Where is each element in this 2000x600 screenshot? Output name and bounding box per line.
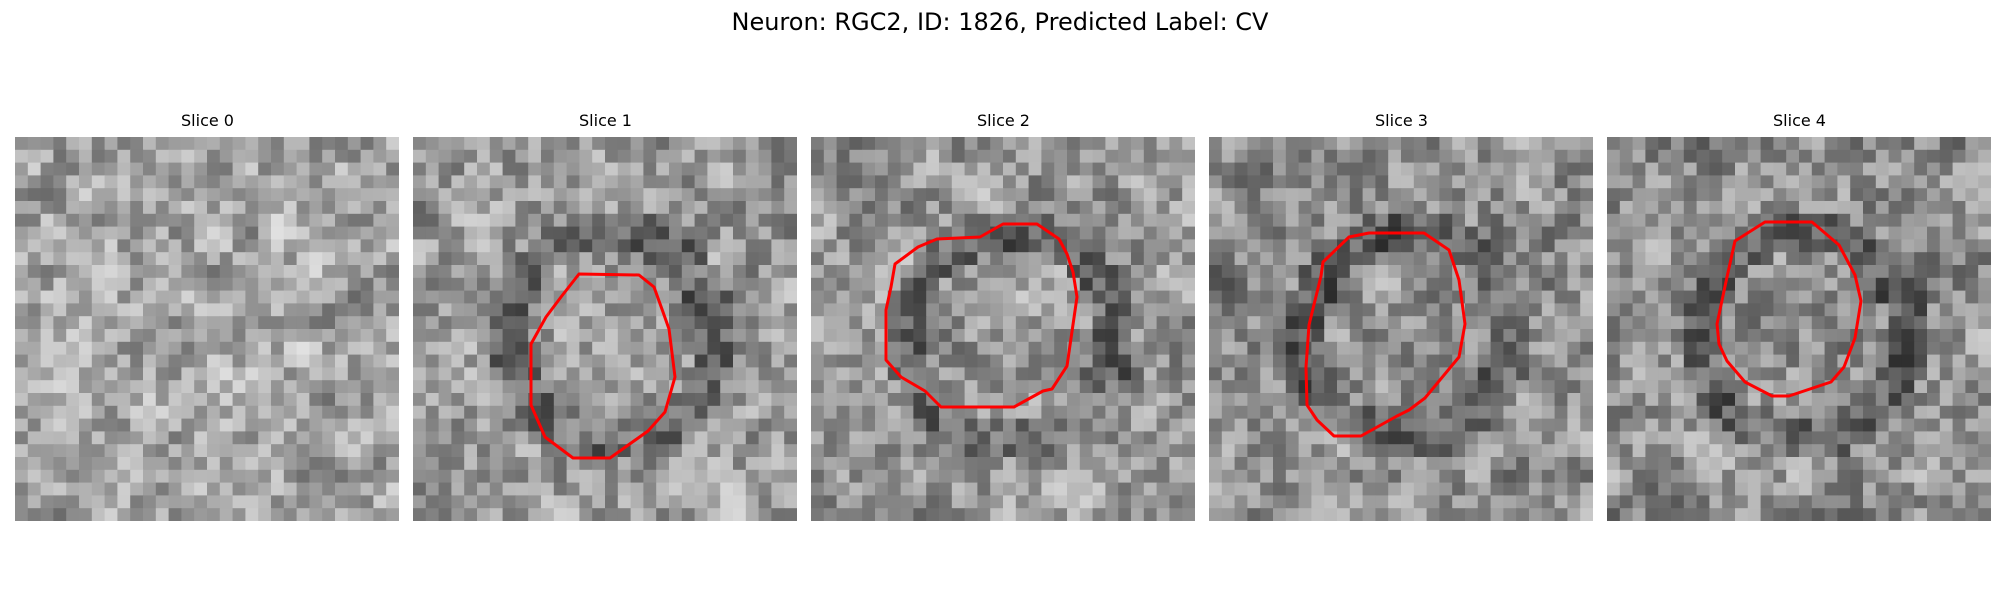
slice-title: Slice 1 bbox=[579, 111, 632, 130]
slice-title: Slice 3 bbox=[1375, 111, 1428, 130]
slice-panel-1: Slice 1 bbox=[413, 110, 798, 521]
slice-image bbox=[15, 137, 399, 521]
cell-contour bbox=[1715, 220, 1863, 398]
slice-title: Slice 0 bbox=[181, 111, 234, 130]
figure-title: Neuron: RGC2, ID: 1826, Predicted Label:… bbox=[731, 8, 1269, 36]
cell-contour bbox=[529, 272, 677, 460]
slice-image bbox=[811, 137, 1195, 521]
slice-title: Slice 2 bbox=[977, 111, 1030, 130]
slice-panel-2: Slice 2 bbox=[811, 110, 1196, 521]
cell-contour bbox=[1304, 231, 1467, 438]
slice-image bbox=[413, 137, 797, 521]
slice-panel-3: Slice 3 bbox=[1209, 110, 1594, 521]
slice-image bbox=[1209, 137, 1593, 521]
slice-title: Slice 4 bbox=[1773, 111, 1826, 130]
slice-panel-0: Slice 0 bbox=[15, 110, 400, 521]
cell-contour bbox=[884, 222, 1079, 409]
slice-panel-4: Slice 4 bbox=[1607, 110, 1992, 521]
slice-image bbox=[1607, 137, 1991, 521]
